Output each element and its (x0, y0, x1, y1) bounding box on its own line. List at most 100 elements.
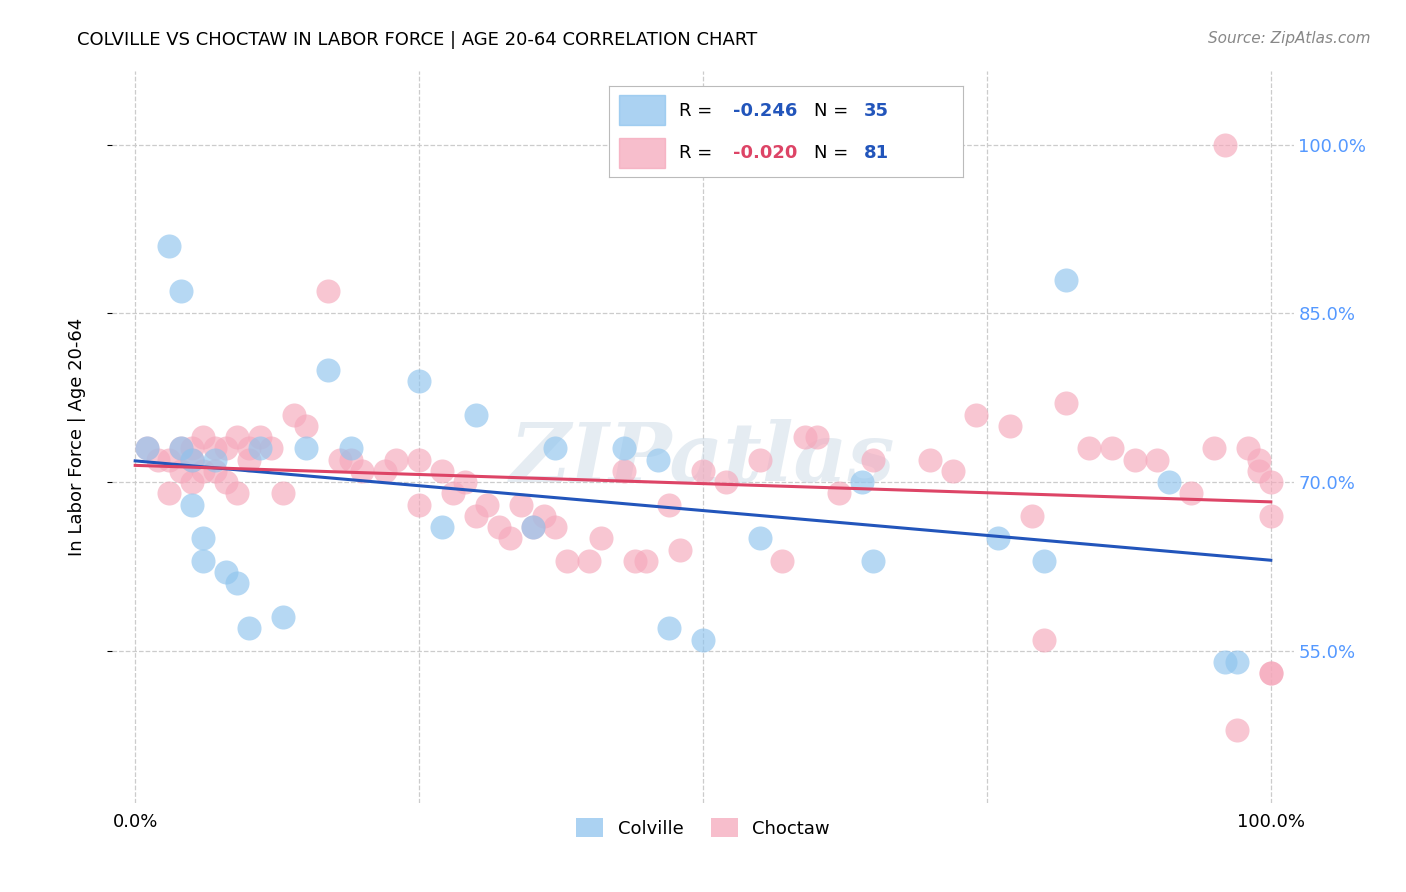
Point (271, 486, 294, 500)
Point (430, 520, 453, 534)
Point (193, 464, 215, 478)
Point (408, 374, 430, 388)
Point (249, 430, 271, 444)
Point (226, 576, 249, 591)
Text: COLVILLE VS CHOCTAW IN LABOR FORCE | AGE 20-64 CORRELATION CHART: COLVILLE VS CHOCTAW IN LABOR FORCE | AGE… (77, 31, 758, 49)
Point (215, 442, 238, 456)
Point (181, 498, 204, 512)
Point (862, 452, 884, 467)
Point (316, 284, 339, 298)
Point (612, 442, 634, 456)
Point (408, 452, 430, 467)
Point (181, 452, 204, 467)
Point (658, 621, 681, 635)
Point (794, 430, 817, 444)
Point (533, 508, 555, 523)
Point (169, 442, 191, 456)
Point (1078, 442, 1101, 456)
Point (181, 475, 204, 489)
Point (238, 442, 260, 456)
Point (862, 554, 884, 568)
Point (555, 554, 578, 568)
Y-axis label: In Labor Force | Age 20-64: In Labor Force | Age 20-64 (67, 318, 86, 557)
Point (329, 452, 352, 467)
Point (522, 520, 544, 534)
Point (453, 475, 475, 489)
Point (430, 464, 453, 478)
Point (1260, 666, 1282, 681)
Point (772, 554, 794, 568)
Point (157, 239, 180, 253)
Point (283, 408, 305, 422)
Point (692, 632, 714, 647)
Point (714, 475, 737, 489)
Point (215, 565, 238, 579)
Point (464, 508, 486, 523)
Point (169, 442, 191, 456)
Point (544, 442, 567, 456)
Point (464, 408, 486, 422)
Point (510, 498, 533, 512)
Point (1202, 442, 1225, 456)
Point (157, 452, 180, 467)
Point (226, 486, 249, 500)
Point (1021, 508, 1043, 523)
Point (1054, 272, 1077, 286)
Point (294, 442, 316, 456)
Text: Source: ZipAtlas.com: Source: ZipAtlas.com (1208, 31, 1371, 46)
Point (998, 418, 1021, 433)
Point (965, 408, 987, 422)
Point (748, 532, 770, 546)
Point (226, 430, 249, 444)
Point (1226, 723, 1249, 737)
Point (612, 464, 634, 478)
Point (1260, 475, 1282, 489)
Point (441, 486, 464, 500)
Point (1101, 442, 1123, 456)
Point (488, 520, 510, 534)
Point (1157, 475, 1180, 489)
Point (1237, 442, 1260, 456)
Point (181, 442, 204, 456)
Point (260, 442, 283, 456)
Point (636, 554, 658, 568)
Point (1146, 452, 1168, 467)
Point (1032, 554, 1054, 568)
Point (271, 610, 294, 624)
Point (146, 452, 169, 467)
Point (851, 475, 873, 489)
Point (316, 362, 339, 376)
Legend: Colville, Choctaw: Colville, Choctaw (569, 811, 837, 845)
Point (920, 452, 942, 467)
Point (1260, 508, 1282, 523)
Point (352, 464, 374, 478)
Point (157, 486, 180, 500)
Point (340, 452, 363, 467)
Point (987, 532, 1010, 546)
Point (169, 284, 191, 298)
Point (135, 442, 157, 456)
Point (624, 554, 647, 568)
Point (340, 442, 363, 456)
Point (204, 442, 226, 456)
Point (215, 475, 238, 489)
Point (1032, 632, 1054, 647)
Point (544, 520, 567, 534)
Point (942, 464, 965, 478)
Point (658, 498, 681, 512)
Point (193, 554, 215, 568)
Point (589, 532, 612, 546)
Point (1226, 655, 1249, 669)
Point (1215, 655, 1237, 669)
Point (135, 442, 157, 456)
Point (499, 532, 522, 546)
Point (169, 464, 191, 478)
Point (669, 542, 692, 557)
Point (385, 452, 408, 467)
Point (238, 452, 260, 467)
Point (408, 498, 430, 512)
Point (204, 452, 226, 467)
Text: ZIPatlas: ZIPatlas (510, 419, 896, 499)
Point (193, 430, 215, 444)
Point (294, 418, 316, 433)
